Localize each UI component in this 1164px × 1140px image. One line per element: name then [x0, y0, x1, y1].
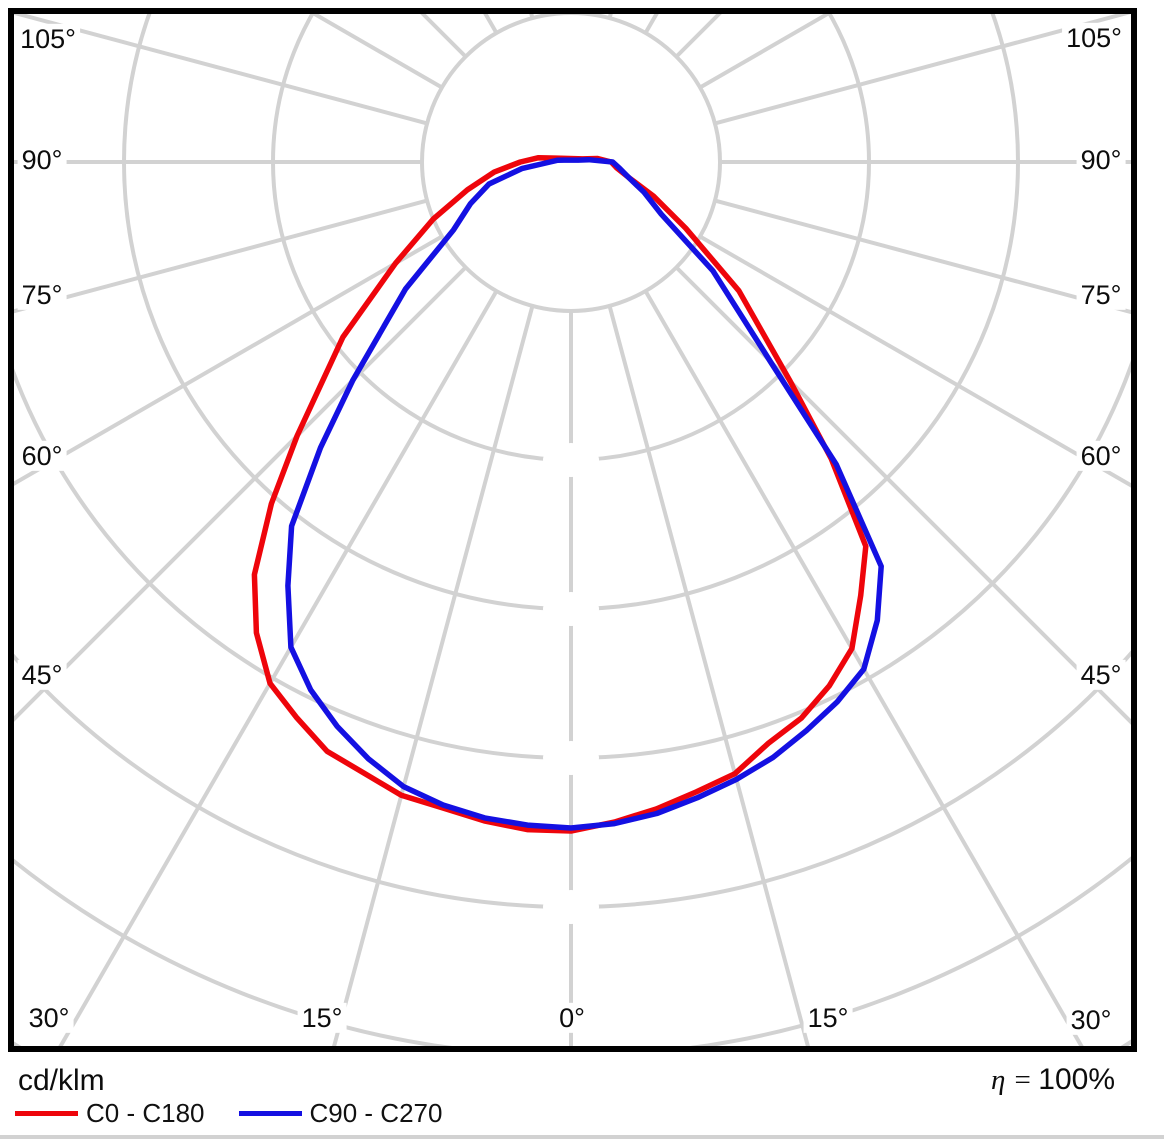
bottom-divider	[0, 1135, 1164, 1139]
angle-label-bottom-1-15: 15°	[297, 1002, 347, 1034]
legend-label: C0 - C180	[86, 1098, 205, 1128]
legend-swatch-blue-line	[238, 1110, 302, 1116]
angle-label-right-105: 105°	[1062, 22, 1126, 54]
angle-label-right-90: 90°	[1076, 144, 1126, 176]
legend-label: C90 - C270	[309, 1098, 443, 1128]
angle-label-left-105: 105°	[16, 23, 80, 55]
angle-label-right-75: 75°	[1076, 279, 1126, 311]
unit-label: cd/klm	[18, 1064, 105, 1097]
curve-c90-c270	[285, 156, 884, 831]
plot-border	[8, 8, 1137, 1052]
angle-label-left-90: 90°	[17, 144, 67, 176]
eta-value: 100%	[1038, 1063, 1115, 1096]
legend-item-c90-c270: C90 - C270	[238, 1098, 443, 1128]
angle-label-right-45: 45°	[1076, 659, 1126, 691]
angle-label-bottom-4-30: 30°	[1066, 1004, 1116, 1036]
angle-label-left-75: 75°	[17, 279, 67, 311]
angle-label-bottom-3-15: 15°	[803, 1002, 853, 1034]
angle-label-bottom-2-0: 0°	[555, 1002, 589, 1034]
curve-c0-c180	[251, 154, 869, 834]
legend-item-c0-c180: C0 - C180	[15, 1100, 205, 1126]
legend: C0 - C180 C90 - C270	[15, 1098, 442, 1128]
angle-label-bottom-0-30: 30°	[24, 1002, 74, 1034]
legend-swatch-red-line	[15, 1110, 78, 1116]
angle-label-right-60: 60°	[1076, 440, 1126, 472]
angle-label-left-60: 60°	[17, 440, 67, 472]
efficiency-label: η = 100%	[991, 1063, 1115, 1097]
eta-symbol: η =	[991, 1064, 1033, 1096]
angle-label-left-45: 45°	[17, 659, 67, 691]
